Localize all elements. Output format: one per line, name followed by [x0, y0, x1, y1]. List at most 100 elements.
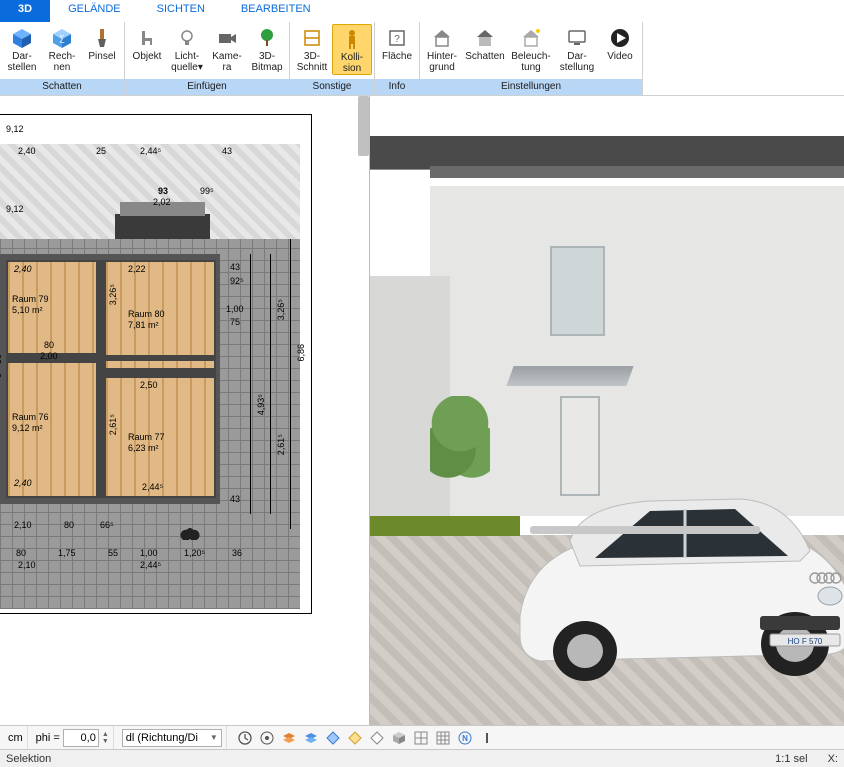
rechnen-button[interactable]: ∑ Rech- nen	[42, 24, 82, 73]
hintergrund-button[interactable]: Hinter- grund	[422, 24, 462, 73]
license-plate: HO F 570	[788, 637, 823, 646]
svg-text:N: N	[462, 734, 468, 743]
workspace: 9,12 2,40 25 2,44⁵ 43 93 2,02 99⁵ 9,12 2…	[0, 96, 844, 725]
video-label: Video	[607, 51, 632, 62]
cube-calc-icon: ∑	[50, 26, 74, 50]
direction-dropdown-label: dl (Richtung/Di	[126, 732, 198, 744]
status-left: Selektion	[6, 753, 51, 765]
cube-grey-icon[interactable]	[389, 728, 409, 748]
ribbon: Dar- stellen ∑ Rech- nen Pinsel Schatten…	[0, 22, 844, 96]
ribbon-group-einstellungen: Hinter- grund Schatten Beleuch- tung Dar…	[420, 22, 643, 95]
3d-schnitt-button[interactable]: 3D- Schnitt	[292, 24, 332, 73]
ribbon-tabs: 3D GELÄNDE SICHTEN BEARBEITEN	[0, 0, 844, 22]
poly-yellow-icon[interactable]	[345, 728, 365, 748]
tab-gelaende[interactable]: GELÄNDE	[50, 0, 139, 22]
chair-icon	[135, 26, 159, 50]
tab-sichten[interactable]: SICHTEN	[139, 0, 223, 22]
objekt-label: Objekt	[133, 51, 162, 62]
lichtquelle-label: Licht- quelle▾	[171, 51, 203, 73]
grid1-icon[interactable]	[411, 728, 431, 748]
group-label-einstellungen: Einstellungen	[420, 79, 642, 95]
clock-icon[interactable]	[235, 728, 255, 748]
darstellung-label: Dar- stellung	[560, 51, 594, 73]
bottom-toolbar: cm phi = ▲▼ dl (Richtung/Di▼ N	[0, 725, 844, 749]
floorplan-view[interactable]: 9,12 2,40 25 2,44⁵ 43 93 2,02 99⁵ 9,12 2…	[0, 96, 370, 725]
person-icon	[340, 27, 364, 51]
shrub-3d	[430, 396, 490, 486]
window-3d	[550, 246, 605, 336]
poly-green-icon[interactable]	[367, 728, 387, 748]
tab-bearbeiten[interactable]: BEARBEITEN	[223, 0, 329, 22]
rechnen-label: Rech- nen	[49, 51, 76, 73]
darstellen-button[interactable]: Dar- stellen	[2, 24, 42, 73]
car-3d: HO F 570	[500, 466, 844, 696]
house-shadow-icon	[473, 26, 497, 50]
pinsel-button[interactable]: Pinsel	[82, 24, 122, 62]
layers1-icon[interactable]	[279, 728, 299, 748]
status-coord: X:	[828, 753, 838, 765]
brush-icon	[90, 26, 114, 50]
area-icon: ?	[385, 26, 409, 50]
camera-icon	[215, 26, 239, 50]
grid2-icon[interactable]	[433, 728, 453, 748]
floorplan-canvas: 9,12 2,40 25 2,44⁵ 43 93 2,02 99⁵ 9,12 2…	[0, 144, 360, 704]
roof-fascia	[430, 166, 844, 178]
group-label-info: Info	[375, 79, 419, 95]
3d-schnitt-label: 3D- Schnitt	[297, 51, 328, 73]
lichtquelle-button[interactable]: Licht- quelle▾	[167, 24, 207, 73]
bar-icon[interactable]	[477, 728, 497, 748]
kamera-button[interactable]: Kame- ra	[207, 24, 247, 73]
flaeche-button[interactable]: ? Fläche	[377, 24, 417, 62]
ribbon-group-einfuegen: Objekt Licht- quelle▾ Kame- ra 3D- Bitma…	[125, 22, 290, 95]
section-icon	[300, 26, 324, 50]
house-light-icon	[519, 26, 543, 50]
unit-label: cm	[8, 732, 23, 744]
flaeche-label: Fläche	[382, 51, 412, 62]
poly-blue-icon[interactable]	[323, 728, 343, 748]
plan-frame	[0, 114, 312, 614]
kollision-label: Kolli- sion	[341, 52, 363, 74]
monitor-icon	[565, 26, 589, 50]
dim-line	[290, 239, 291, 529]
beleuchtung-button[interactable]: Beleuch- tung	[508, 24, 554, 73]
bulb-icon	[175, 26, 199, 50]
direction-dropdown[interactable]: dl (Richtung/Di▼	[122, 729, 222, 747]
svg-text:∑: ∑	[59, 34, 65, 43]
dim-line	[270, 254, 271, 514]
canopy-3d	[506, 366, 633, 386]
tree-icon	[255, 26, 279, 50]
objekt-button[interactable]: Objekt	[127, 24, 167, 62]
darstellung-button[interactable]: Dar- stellung	[554, 24, 600, 73]
3d-bitmap-button[interactable]: 3D- Bitmap	[247, 24, 287, 73]
phi-label: phi =	[36, 732, 60, 744]
ribbon-group-schatten: Dar- stellen ∑ Rech- nen Pinsel Schatten	[0, 22, 125, 95]
pinsel-label: Pinsel	[88, 51, 115, 62]
schatten-label: Schatten	[465, 51, 504, 62]
cube-icon	[10, 26, 34, 50]
beleuchtung-label: Beleuch- tung	[511, 51, 550, 73]
schatten-button[interactable]: Schatten	[462, 24, 508, 62]
roof	[370, 136, 844, 170]
video-button[interactable]: Video	[600, 24, 640, 62]
dim-line	[250, 254, 251, 514]
hintergrund-label: Hinter- grund	[427, 51, 457, 73]
svg-text:?: ?	[394, 34, 400, 45]
3d-view[interactable]: HO F 570	[370, 96, 844, 725]
phi-input[interactable]	[63, 729, 99, 747]
house-bg-icon	[430, 26, 454, 50]
kollision-button[interactable]: Kolli- sion	[332, 24, 372, 75]
ribbon-group-info: ? Fläche Info	[375, 22, 420, 95]
play-icon	[608, 26, 632, 50]
group-label-schatten: Schatten	[0, 79, 124, 95]
tab-3d[interactable]: 3D	[0, 0, 50, 22]
group-label-einfuegen: Einfügen	[125, 79, 289, 95]
3d-bitmap-label: 3D- Bitmap	[251, 51, 282, 73]
target-icon[interactable]	[257, 728, 277, 748]
north-icon[interactable]: N	[455, 728, 475, 748]
ribbon-group-sonstige: 3D- Schnitt Kolli- sion Sonstige	[290, 22, 375, 95]
group-label-sonstige: Sonstige	[290, 79, 374, 95]
kamera-label: Kame- ra	[212, 51, 241, 73]
layers2-icon[interactable]	[301, 728, 321, 748]
status-bar: Selektion 1:1 sel X:	[0, 749, 844, 767]
status-scale: 1:1 sel	[775, 753, 807, 765]
